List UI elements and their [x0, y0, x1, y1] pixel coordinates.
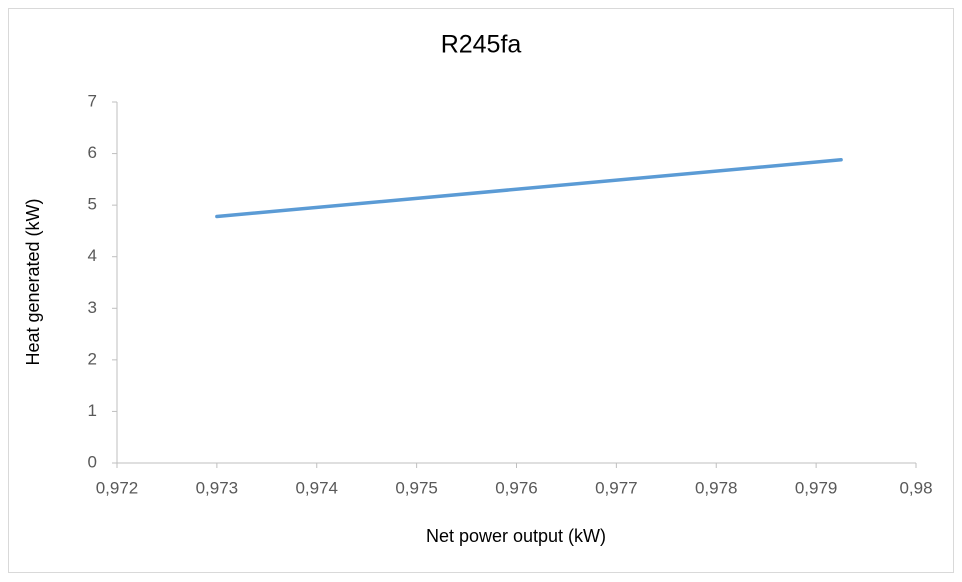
x-tick-label: 0,977 [595, 478, 638, 497]
x-tick-label: 0,98 [899, 478, 932, 497]
y-tick-label: 3 [88, 298, 97, 317]
x-axis-label: Net power output (kW) [426, 526, 606, 546]
x-tick-label: 0,973 [196, 478, 239, 497]
x-tick-label: 0,978 [695, 478, 738, 497]
y-tick-label: 6 [88, 143, 97, 162]
y-tick-label: 4 [88, 246, 97, 265]
y-tick-label: 2 [88, 349, 97, 368]
x-tick-label: 0,975 [395, 478, 438, 497]
y-tick-label: 1 [88, 401, 97, 420]
y-tick-label: 7 [88, 91, 97, 110]
y-tick-label: 5 [88, 195, 97, 214]
chart-title: R245fa [441, 31, 522, 59]
x-tick-label: 0,979 [795, 478, 838, 497]
y-tick-label: 0 [88, 452, 97, 471]
x-tick-label: 0,974 [295, 478, 338, 497]
series-line [215, 158, 843, 219]
x-tick-label: 0,976 [495, 478, 538, 497]
x-tick-label: 0,972 [96, 478, 139, 497]
chart-border [8, 8, 954, 573]
y-axis-label: Heat generated (kW) [23, 198, 43, 365]
